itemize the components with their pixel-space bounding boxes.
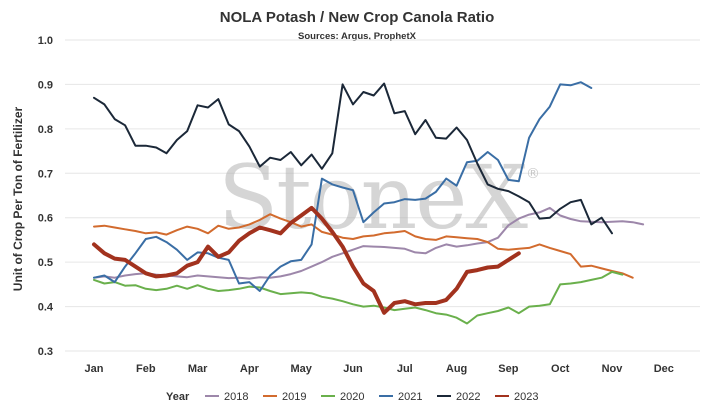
x-tick-label: May — [290, 363, 312, 375]
legend-item-label: 2018 — [224, 391, 248, 403]
legend-title: Year — [166, 391, 190, 403]
y-tick-label: 1.0 — [38, 35, 53, 47]
series-line-2021 — [93, 81, 593, 292]
y-tick-label: 0.8 — [38, 124, 53, 136]
legend-item-label: 2023 — [514, 391, 538, 403]
legend-item-label: 2019 — [282, 391, 306, 403]
y-axis-label: Unit of Crop Per Ton of Fertilizer — [11, 106, 25, 291]
chart-subtitle: Sources: Argus, ProphetX — [298, 31, 417, 42]
chart-title: NOLA Potash / New Crop Canola Ratio — [220, 9, 494, 26]
x-tick-label: Jan — [85, 363, 104, 375]
y-axis-ticks: 0.3 0.4 0.5 0.6 0.7 0.8 0.9 1.0 — [38, 35, 54, 358]
legend: Year 2018 2019 2020 2021 2022 2023 — [166, 391, 538, 403]
x-tick-label: Jul — [397, 363, 413, 375]
x-tick-label: Aug — [446, 363, 467, 375]
series-lines — [92, 81, 645, 325]
x-tick-label: Dec — [654, 363, 674, 375]
series-line-2018 — [93, 206, 645, 280]
y-tick-label: 0.6 — [38, 213, 53, 225]
x-tick-label: Mar — [188, 363, 208, 375]
x-axis-ticks: Jan Feb Mar Apr May Jun Jul Aug Sep Oct Nov Dec — [85, 363, 674, 375]
x-tick-label: Feb — [136, 363, 156, 375]
y-tick-label: 0.4 — [38, 302, 54, 314]
x-tick-label: Apr — [240, 363, 260, 375]
series-line-2019 — [93, 213, 634, 279]
series-line-2022 — [93, 82, 613, 235]
series-line-2023 — [92, 205, 521, 315]
y-tick-label: 0.5 — [38, 257, 53, 269]
y-tick-label: 0.9 — [38, 79, 53, 91]
registered-mark-icon: ® — [526, 166, 540, 182]
legend-item-label: 2021 — [398, 391, 422, 403]
legend-item-label: 2022 — [456, 391, 480, 403]
y-tick-label: 0.3 — [38, 346, 53, 358]
x-tick-label: Sep — [498, 363, 518, 375]
legend-item-label: 2020 — [340, 391, 364, 403]
series-line-2020 — [93, 270, 624, 325]
y-tick-label: 0.7 — [38, 168, 53, 180]
x-tick-label: Nov — [602, 363, 624, 375]
x-tick-label: Oct — [551, 363, 570, 375]
x-tick-label: Jun — [343, 363, 363, 375]
